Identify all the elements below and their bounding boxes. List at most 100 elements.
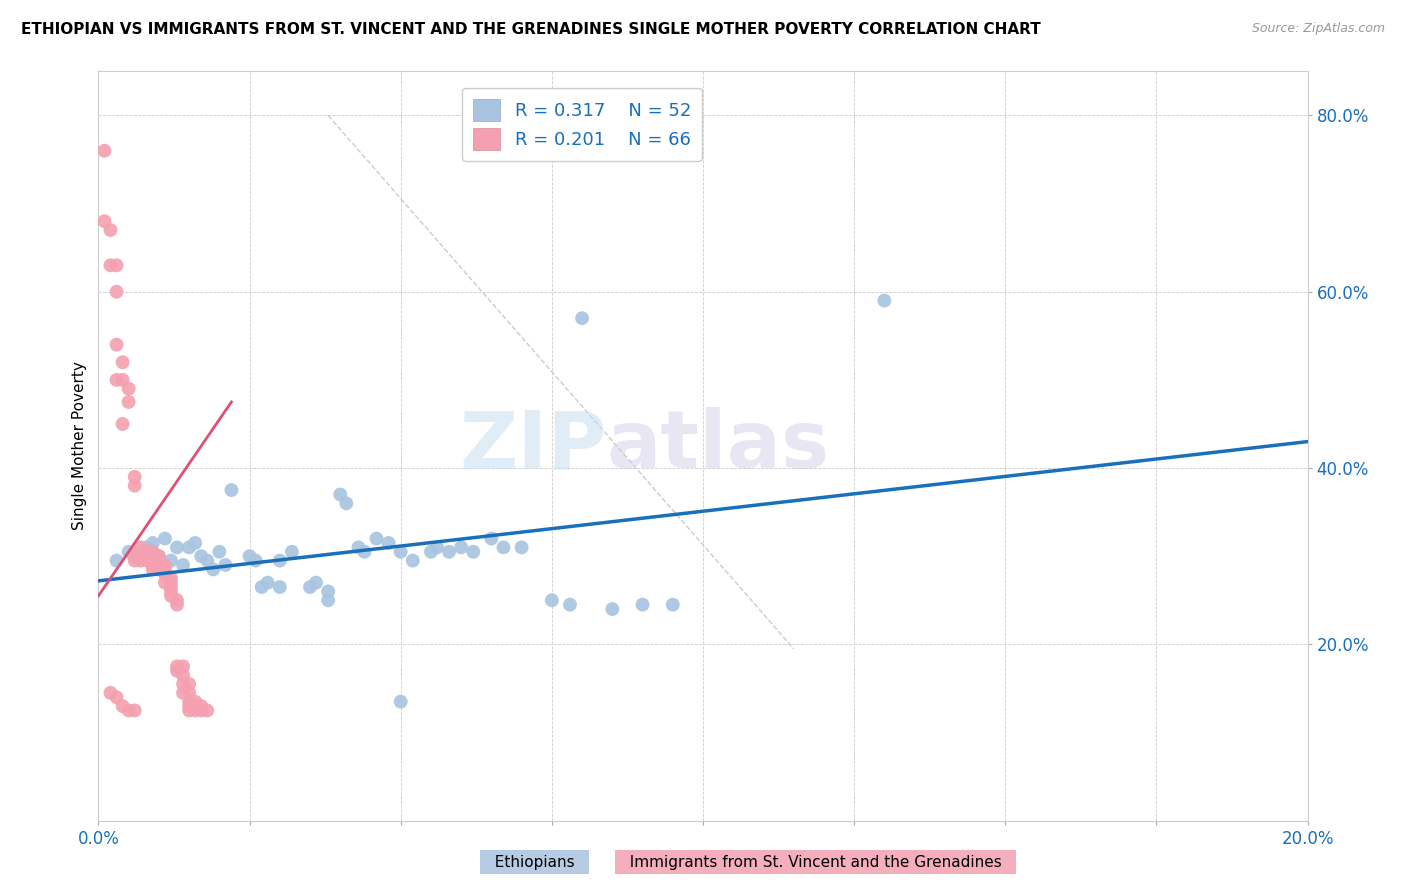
Point [93, 144, 115, 158]
Point [153, 566, 176, 581]
Point [100, 223, 122, 237]
Point [135, 553, 157, 567]
Point [492, 541, 515, 555]
Point [166, 664, 188, 678]
Point [269, 553, 291, 567]
Point [160, 584, 183, 599]
Point [142, 549, 165, 564]
Point [250, 580, 273, 594]
Point [558, 598, 581, 612]
Point [402, 553, 425, 567]
Point [142, 536, 165, 550]
Point [184, 703, 207, 717]
Point [179, 699, 201, 714]
Point [135, 549, 157, 564]
Point [179, 686, 201, 700]
Point [179, 703, 201, 717]
Legend: R = 0.317    N = 52, R = 0.201    N = 66: R = 0.317 N = 52, R = 0.201 N = 66 [463, 88, 702, 161]
Point [195, 703, 218, 717]
Point [153, 575, 176, 590]
Point [256, 575, 278, 590]
Point [281, 545, 304, 559]
Point [602, 602, 624, 616]
Point [105, 373, 128, 387]
Y-axis label: Single Mother Poverty: Single Mother Poverty [72, 361, 87, 531]
Point [105, 258, 128, 272]
Point [105, 553, 128, 567]
Point [172, 677, 194, 691]
Point [426, 541, 449, 555]
Text: ETHIOPIAN VS IMMIGRANTS FROM ST. VINCENT AND THE GRENADINES SINGLE MOTHER POVERT: ETHIOPIAN VS IMMIGRANTS FROM ST. VINCENT… [21, 22, 1040, 37]
Point [190, 703, 212, 717]
Point [179, 677, 201, 691]
Point [463, 545, 485, 559]
Point [105, 285, 128, 299]
Point [571, 311, 593, 326]
Point [124, 553, 146, 567]
Point [214, 558, 236, 572]
Point [366, 532, 388, 546]
Point [873, 293, 896, 308]
Point [661, 598, 683, 612]
Point [481, 532, 503, 546]
Point [347, 541, 370, 555]
Point [148, 558, 170, 572]
Point [118, 395, 141, 409]
Point [335, 496, 357, 510]
Point [269, 580, 291, 594]
Point [202, 562, 225, 576]
Point [135, 541, 157, 555]
Point [118, 703, 141, 717]
Point [166, 659, 188, 673]
Point [195, 553, 218, 567]
Point [172, 659, 194, 673]
Point [160, 571, 183, 585]
Point [129, 541, 152, 555]
Point [111, 355, 134, 369]
Point [184, 699, 207, 714]
Point [208, 545, 231, 559]
Point [389, 545, 412, 559]
Point [124, 703, 146, 717]
Point [190, 699, 212, 714]
Point [172, 558, 194, 572]
Text: atlas: atlas [606, 407, 830, 485]
Text: Source: ZipAtlas.com: Source: ZipAtlas.com [1251, 22, 1385, 36]
Point [124, 478, 146, 492]
Point [124, 549, 146, 564]
Point [172, 686, 194, 700]
Point [148, 553, 170, 567]
Point [129, 545, 152, 559]
Point [111, 373, 134, 387]
Point [111, 417, 134, 431]
Point [111, 699, 134, 714]
Point [437, 545, 460, 559]
Point [316, 584, 339, 599]
Text: Ethiopians: Ethiopians [485, 855, 583, 870]
Point [353, 545, 375, 559]
Point [142, 553, 165, 567]
Point [135, 545, 157, 559]
Point [100, 258, 122, 272]
Point [631, 598, 654, 612]
Point [299, 580, 322, 594]
Point [221, 483, 243, 497]
Point [148, 549, 170, 564]
Point [179, 541, 201, 555]
Point [153, 558, 176, 572]
Point [148, 562, 170, 576]
Point [105, 690, 128, 705]
Point [166, 541, 188, 555]
Point [166, 598, 188, 612]
Point [160, 553, 183, 567]
Point [142, 562, 165, 576]
Point [316, 593, 339, 607]
Point [420, 545, 443, 559]
Point [142, 545, 165, 559]
Point [160, 580, 183, 594]
Point [377, 536, 399, 550]
Point [93, 214, 115, 228]
Point [540, 593, 562, 607]
Point [118, 382, 141, 396]
Point [166, 593, 188, 607]
